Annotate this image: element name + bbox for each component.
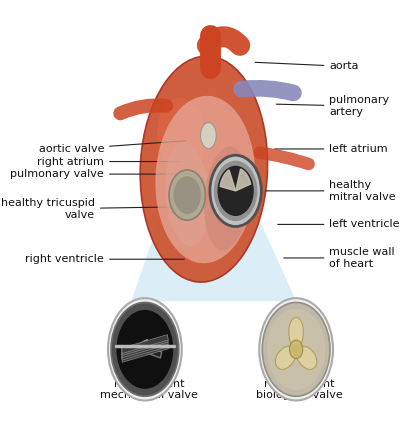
Polygon shape bbox=[131, 165, 296, 301]
Polygon shape bbox=[220, 170, 236, 191]
Circle shape bbox=[218, 166, 254, 216]
Polygon shape bbox=[122, 335, 168, 354]
Ellipse shape bbox=[204, 146, 249, 251]
Polygon shape bbox=[122, 344, 168, 362]
Polygon shape bbox=[276, 317, 317, 370]
Text: healthy tricuspid
valve: healthy tricuspid valve bbox=[1, 198, 180, 220]
Ellipse shape bbox=[165, 142, 210, 246]
Text: aortic valve: aortic valve bbox=[38, 141, 186, 154]
Ellipse shape bbox=[140, 56, 268, 282]
Text: muscle wall
of heart: muscle wall of heart bbox=[284, 247, 395, 269]
Circle shape bbox=[290, 340, 303, 359]
Circle shape bbox=[116, 310, 173, 389]
FancyArrowPatch shape bbox=[207, 37, 240, 46]
Circle shape bbox=[259, 298, 333, 400]
Polygon shape bbox=[122, 341, 168, 360]
Ellipse shape bbox=[155, 96, 255, 263]
Polygon shape bbox=[236, 169, 251, 191]
Circle shape bbox=[169, 170, 205, 220]
Circle shape bbox=[108, 298, 182, 400]
Circle shape bbox=[214, 161, 258, 221]
Ellipse shape bbox=[157, 98, 206, 173]
FancyArrowPatch shape bbox=[120, 106, 166, 114]
Polygon shape bbox=[122, 337, 168, 355]
Text: replacement
biological valve: replacement biological valve bbox=[256, 379, 342, 400]
Text: pulmonary valve: pulmonary valve bbox=[10, 169, 180, 179]
Polygon shape bbox=[122, 339, 168, 358]
Text: replacement
mechanical valve: replacement mechanical valve bbox=[100, 379, 198, 400]
Polygon shape bbox=[129, 340, 149, 355]
FancyArrowPatch shape bbox=[242, 88, 294, 93]
Text: right atrium: right atrium bbox=[37, 157, 180, 167]
Circle shape bbox=[267, 308, 326, 390]
Circle shape bbox=[210, 155, 261, 227]
Circle shape bbox=[174, 176, 201, 214]
Text: pulmonary
artery: pulmonary artery bbox=[276, 95, 390, 117]
Text: aorta: aorta bbox=[255, 61, 359, 71]
FancyArrowPatch shape bbox=[260, 153, 309, 164]
Text: healthy
mitral valve: healthy mitral valve bbox=[266, 180, 396, 202]
Polygon shape bbox=[142, 345, 162, 358]
Circle shape bbox=[262, 303, 330, 396]
Ellipse shape bbox=[200, 122, 216, 149]
Circle shape bbox=[111, 303, 179, 396]
Text: left ventricle: left ventricle bbox=[278, 219, 400, 230]
Text: left atrium: left atrium bbox=[275, 144, 388, 154]
Text: right ventricle: right ventricle bbox=[25, 254, 184, 264]
